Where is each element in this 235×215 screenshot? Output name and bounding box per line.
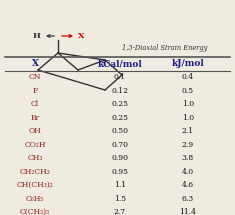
Text: CH₂CH₃: CH₂CH₃ <box>20 168 50 176</box>
Text: 1,3-Diaxial Strain Energy: 1,3-Diaxial Strain Energy <box>122 44 208 52</box>
Text: 0.90: 0.90 <box>111 154 129 162</box>
Text: H: H <box>33 32 41 40</box>
Text: Br: Br <box>31 114 39 122</box>
Text: kJ/mol: kJ/mol <box>172 59 204 68</box>
Text: 0.70: 0.70 <box>111 141 129 149</box>
Text: 3.8: 3.8 <box>182 154 194 162</box>
Text: 0.4: 0.4 <box>182 73 194 81</box>
Text: X: X <box>31 59 39 68</box>
Text: 1.5: 1.5 <box>114 195 126 203</box>
Text: Cl: Cl <box>31 100 39 108</box>
Text: 0.25: 0.25 <box>111 114 129 122</box>
Text: 2.1: 2.1 <box>182 127 194 135</box>
Text: CO₂H: CO₂H <box>24 141 46 149</box>
Text: F: F <box>32 87 38 95</box>
Text: 2.7: 2.7 <box>114 208 126 215</box>
Text: CH(CH₃)₂: CH(CH₃)₂ <box>17 181 53 189</box>
Text: 0.95: 0.95 <box>111 168 129 176</box>
Text: C(CH₃)₃: C(CH₃)₃ <box>20 208 50 215</box>
Text: X: X <box>78 32 85 40</box>
Text: 2.9: 2.9 <box>182 141 194 149</box>
Text: 0.12: 0.12 <box>111 87 129 95</box>
Text: kCal/mol: kCal/mol <box>98 59 142 68</box>
Text: 0.5: 0.5 <box>182 87 194 95</box>
Text: 1.0: 1.0 <box>182 100 194 108</box>
Text: 4.0: 4.0 <box>182 168 194 176</box>
Text: 1.1: 1.1 <box>114 181 126 189</box>
Text: 11.4: 11.4 <box>180 208 196 215</box>
Text: CH₃: CH₃ <box>27 154 43 162</box>
Text: CN: CN <box>29 73 41 81</box>
Text: C₆H₅: C₆H₅ <box>26 195 44 203</box>
Text: 4.6: 4.6 <box>182 181 194 189</box>
Text: 0.50: 0.50 <box>111 127 129 135</box>
Text: 0.1: 0.1 <box>114 73 126 81</box>
Text: OH: OH <box>29 127 41 135</box>
Text: 6.3: 6.3 <box>182 195 194 203</box>
Text: 0.25: 0.25 <box>111 100 129 108</box>
Text: 1.0: 1.0 <box>182 114 194 122</box>
